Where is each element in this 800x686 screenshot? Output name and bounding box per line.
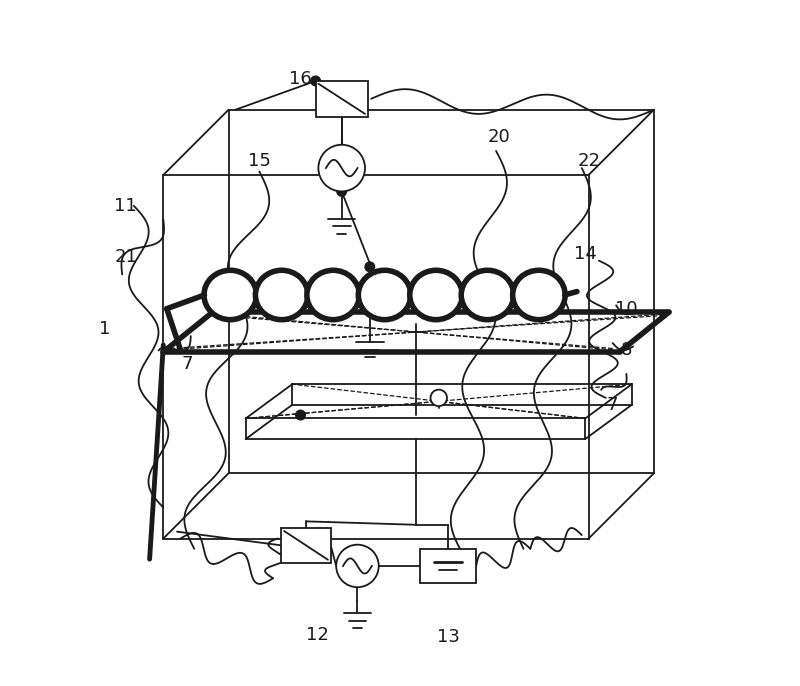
Text: 7: 7 <box>182 355 193 372</box>
Bar <box>420 549 476 583</box>
Ellipse shape <box>462 270 514 320</box>
Ellipse shape <box>255 270 308 320</box>
Bar <box>282 528 330 563</box>
Circle shape <box>318 145 365 191</box>
Text: 16: 16 <box>289 70 312 88</box>
Circle shape <box>336 545 378 587</box>
Ellipse shape <box>513 270 565 320</box>
Text: 13: 13 <box>437 628 459 646</box>
Ellipse shape <box>204 270 257 320</box>
Text: 21: 21 <box>114 248 137 266</box>
Circle shape <box>430 390 447 406</box>
Circle shape <box>337 187 346 196</box>
Circle shape <box>296 410 306 420</box>
Bar <box>316 81 368 117</box>
Text: 12: 12 <box>306 626 329 643</box>
Circle shape <box>365 262 374 272</box>
Ellipse shape <box>410 270 462 320</box>
Text: 10: 10 <box>615 300 638 318</box>
Text: 22: 22 <box>577 152 600 170</box>
Circle shape <box>311 76 321 86</box>
Text: 20: 20 <box>488 128 511 146</box>
Text: 15: 15 <box>248 152 271 170</box>
Text: 7: 7 <box>607 396 618 414</box>
Text: 1: 1 <box>99 320 110 338</box>
Ellipse shape <box>358 270 411 320</box>
Text: 8: 8 <box>621 341 632 359</box>
Text: 11: 11 <box>114 197 137 215</box>
Ellipse shape <box>307 270 359 320</box>
Text: 14: 14 <box>574 245 597 263</box>
